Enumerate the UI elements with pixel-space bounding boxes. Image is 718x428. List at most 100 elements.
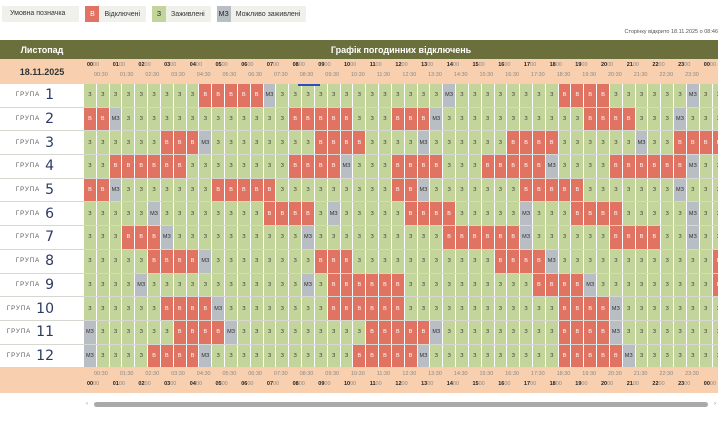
schedule-cell: В bbox=[96, 107, 110, 131]
schedule-cell: З bbox=[597, 178, 610, 202]
schedule-cell: З bbox=[263, 226, 277, 249]
schedule-cell: З bbox=[661, 273, 675, 297]
half-hour-label: 12:30 bbox=[402, 371, 417, 378]
schedule-cell: З bbox=[481, 344, 495, 368]
half-hour-label: 15:30 bbox=[479, 371, 494, 378]
schedule-cell: З bbox=[532, 320, 546, 344]
scroll-right-icon[interactable]: › bbox=[714, 401, 716, 407]
schedule-cell: В bbox=[494, 226, 508, 249]
schedule-cell: В bbox=[327, 107, 341, 131]
page-opened-timestamp: Сторінку відкрито 18.11.2025 о 08:46 bbox=[624, 29, 718, 35]
half-hour-label: 23:30 bbox=[685, 72, 699, 78]
schedule-cell: З bbox=[674, 320, 687, 344]
schedule-cell: З bbox=[122, 249, 136, 273]
hour-label: 0800 bbox=[292, 62, 305, 68]
schedule-cell: З bbox=[456, 344, 469, 368]
schedule-cell: З bbox=[609, 249, 623, 273]
schedule-cell: В bbox=[173, 249, 187, 273]
schedule-cell: З bbox=[379, 155, 392, 178]
schedule-cell: З bbox=[96, 297, 110, 320]
schedule-cell: В bbox=[289, 155, 303, 178]
schedule-cell: З bbox=[609, 131, 623, 155]
schedule-cell: З bbox=[456, 84, 469, 107]
schedule-cell: З bbox=[622, 84, 636, 107]
half-hour-label: 06:30 bbox=[248, 371, 262, 378]
group-number: 11 bbox=[36, 324, 54, 341]
group-word: ГРУПА bbox=[6, 329, 32, 336]
half-hour-label: 12:30 bbox=[402, 72, 417, 78]
schedule-cell: З bbox=[417, 226, 431, 249]
schedule-cell: З bbox=[314, 320, 328, 344]
schedule-cell: З bbox=[186, 84, 200, 107]
schedule-cell: З bbox=[186, 273, 200, 297]
schedule-cell: З bbox=[340, 84, 354, 107]
schedule-cell: В bbox=[712, 249, 718, 273]
schedule-cell: З bbox=[648, 249, 662, 273]
half-hour-label: 17:30 bbox=[530, 72, 545, 78]
schedule-cell: В bbox=[379, 273, 392, 297]
group-label: ГРУПА 7 bbox=[0, 226, 84, 249]
schedule-cell: МЗ bbox=[302, 273, 315, 297]
schedule-cell: МЗ bbox=[199, 249, 213, 273]
schedule-cell: З bbox=[199, 178, 213, 202]
schedule-cell: З bbox=[494, 297, 508, 320]
schedule-cell: В bbox=[173, 155, 187, 178]
schedule-cell: З bbox=[327, 226, 341, 249]
schedule-cell: З bbox=[327, 178, 341, 202]
schedule-cell: З bbox=[494, 202, 508, 226]
half-hour-label: 01:30 bbox=[119, 72, 134, 78]
horizontal-scrollbar[interactable]: ‹ › bbox=[86, 400, 716, 408]
schedule-cell: З bbox=[122, 202, 136, 226]
schedule-cell: В bbox=[212, 178, 226, 202]
schedule-cell: З bbox=[160, 273, 174, 297]
hour-label: 1600 bbox=[498, 62, 511, 68]
schedule-cell: З bbox=[314, 84, 328, 107]
schedule-cell: В bbox=[173, 320, 187, 344]
scroll-left-icon[interactable]: ‹ bbox=[86, 401, 88, 407]
schedule-cell: З bbox=[225, 249, 238, 273]
schedule-cell: З bbox=[96, 249, 110, 273]
schedule-cell: З bbox=[584, 131, 598, 155]
schedule-cell: З bbox=[96, 226, 110, 249]
schedule-cell: МЗ bbox=[686, 226, 700, 249]
schedule-cell: МЗ bbox=[545, 155, 559, 178]
schedule-cell: З bbox=[443, 273, 457, 297]
schedule-cell: З bbox=[635, 84, 649, 107]
schedule-cell: З bbox=[597, 273, 610, 297]
hour-label: 0000 bbox=[703, 62, 717, 68]
half-hour-label: 18:30 bbox=[556, 371, 571, 378]
schedule-cell: З bbox=[237, 273, 251, 297]
schedule-cell: З bbox=[366, 107, 380, 131]
schedule-cell: В bbox=[148, 226, 161, 249]
schedule-cell: З bbox=[520, 320, 533, 344]
schedule-cell: В bbox=[391, 178, 405, 202]
schedule-cell: В bbox=[571, 344, 585, 368]
schedule-cell: З bbox=[366, 202, 380, 226]
schedule-cell: В bbox=[186, 131, 200, 155]
schedule-cell: З bbox=[353, 226, 367, 249]
schedule-cell: З bbox=[314, 226, 328, 249]
schedule-cell: В bbox=[404, 107, 418, 131]
schedule-cell: З bbox=[494, 178, 508, 202]
hour-label: 1200 bbox=[395, 381, 408, 388]
schedule-cell: В bbox=[250, 178, 264, 202]
schedule-cell: З bbox=[661, 226, 675, 249]
schedule-cell: З bbox=[314, 202, 328, 226]
schedule-cell: З bbox=[532, 344, 546, 368]
schedule-cell: В bbox=[584, 107, 598, 131]
scrollbar-thumb[interactable] bbox=[94, 402, 708, 407]
schedule-cell: В bbox=[545, 273, 559, 297]
schedule-cell: В bbox=[302, 202, 315, 226]
schedule-cell: З bbox=[661, 297, 675, 320]
schedule-cell: З bbox=[225, 131, 238, 155]
schedule-cell: МЗ bbox=[686, 84, 700, 107]
schedule-cell: В bbox=[148, 155, 161, 178]
schedule-cell: В bbox=[597, 202, 610, 226]
half-hour-label: 05:30 bbox=[222, 72, 237, 78]
schedule-cell: З bbox=[430, 297, 444, 320]
schedule-cell: З bbox=[481, 107, 495, 131]
schedule-cell: В bbox=[122, 155, 136, 178]
schedule-cell: З bbox=[481, 131, 495, 155]
schedule-cell: З bbox=[520, 344, 533, 368]
group-cells: З З З З З В В В В МЗ З З З З З З З З В В В З З З З З З З З З З З В В В В МЗ З… bbox=[84, 249, 718, 273]
